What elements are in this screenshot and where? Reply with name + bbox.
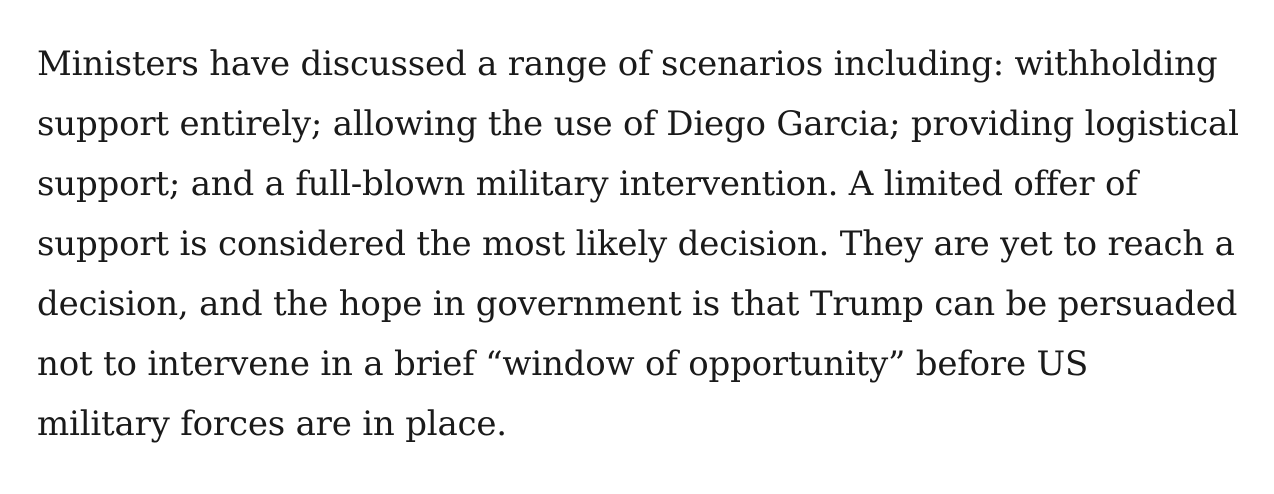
article-paragraph: Ministers have discussed a range of scen… bbox=[37, 34, 1239, 454]
paragraph-line: support entirely; allowing the use of Di… bbox=[37, 104, 1239, 144]
paragraph-line: decision, and the hope in government is … bbox=[37, 284, 1238, 324]
article-body: Ministers have discussed a range of scen… bbox=[37, 34, 1239, 454]
paragraph-line: support; and a full-blown military inter… bbox=[37, 164, 1138, 204]
paragraph-line: support is considered the most likely de… bbox=[37, 224, 1235, 264]
paragraph-line: not to intervene in a brief “window of o… bbox=[37, 344, 1089, 384]
paragraph-line: military forces are in place. bbox=[37, 404, 507, 444]
paragraph-line: Ministers have discussed a range of scen… bbox=[37, 44, 1218, 84]
